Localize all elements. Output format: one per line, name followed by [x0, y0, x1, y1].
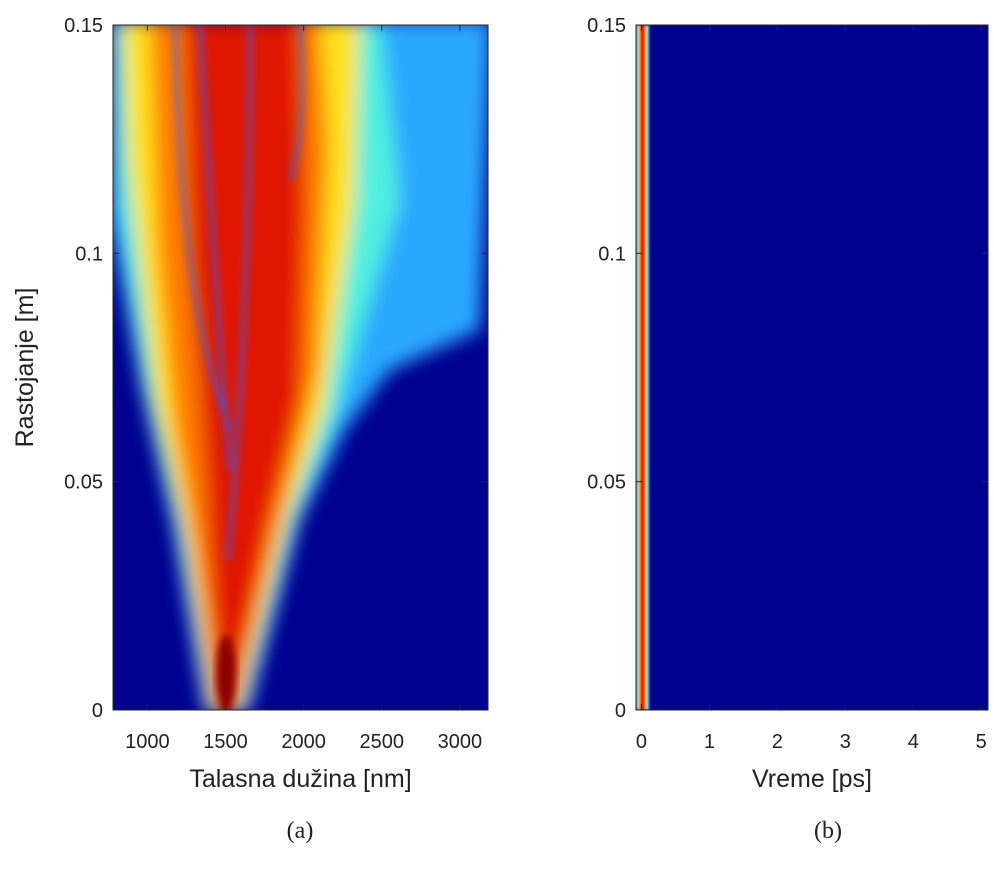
x-tick-label: 2 [772, 731, 783, 753]
x-tick-label: 1000 [125, 731, 170, 753]
x-tick-label: 3 [840, 731, 851, 753]
y-tick-label: 0.1 [75, 243, 103, 265]
y-tick-label: 0.1 [598, 243, 626, 265]
heatmap-b [636, 25, 988, 710]
caption: (b) [814, 818, 842, 844]
x-tick-label: 4 [908, 731, 919, 753]
plot-frame [112, 24, 489, 711]
plot-frame [635, 24, 989, 711]
y-axis-label: Rastojanje [m] [11, 288, 39, 448]
x-axis-label: Vreme [ps] [752, 765, 872, 793]
x-tick-label: 1 [704, 731, 715, 753]
x-tick-label: 5 [976, 731, 987, 753]
y-tick-label: 0.05 [587, 472, 626, 494]
x-tick-label: 2000 [281, 731, 326, 753]
y-tick-label: 0 [92, 700, 103, 722]
heatmap-a [113, 25, 488, 710]
y-tick-label: 0 [615, 700, 626, 722]
x-axis-label: Talasna dužina [nm] [189, 765, 411, 793]
x-tick-label: 1500 [203, 731, 248, 753]
y-tick-label: 0.15 [64, 15, 103, 37]
y-tick-label: 0.05 [64, 472, 103, 494]
y-tick-label: 0.15 [587, 15, 626, 37]
x-tick-label: 0 [636, 731, 647, 753]
x-tick-label: 3000 [438, 731, 483, 753]
x-tick-label: 2500 [360, 731, 405, 753]
caption: (a) [287, 818, 314, 844]
